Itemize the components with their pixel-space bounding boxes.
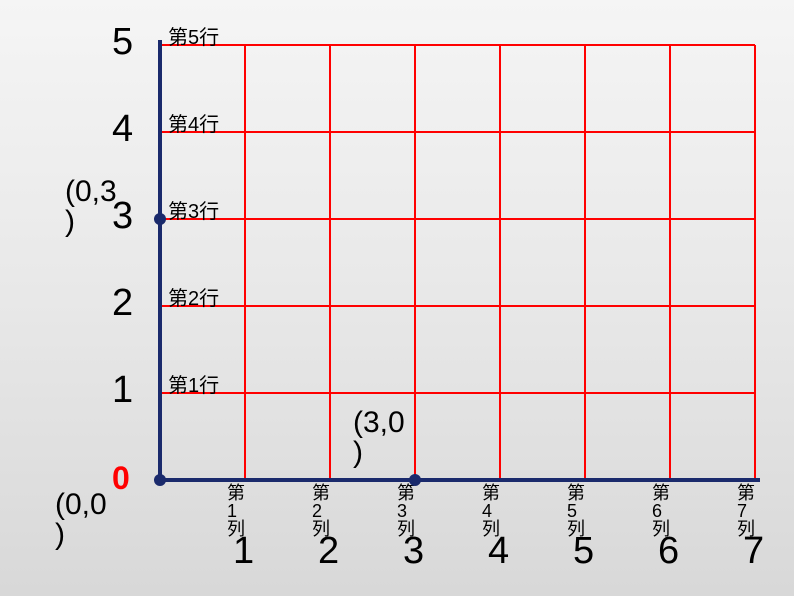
row-label: 第4行 [168, 108, 219, 137]
y-axis [158, 40, 162, 480]
row-label: 第2行 [168, 282, 219, 311]
grid-vline [414, 45, 416, 480]
col-label: 第2列 [312, 484, 330, 538]
col-label: 第6列 [652, 484, 670, 538]
origin-tick-label: 0 [112, 460, 130, 497]
label-0-3: (0,3) [65, 177, 117, 237]
point-3-0 [409, 474, 421, 486]
label-3-0: (3,0) [353, 408, 405, 468]
y-tick-label: 1 [112, 369, 133, 412]
y-tick-label: 2 [112, 282, 133, 325]
row-label: 第5行 [168, 21, 219, 50]
col-label: 第7列 [737, 484, 755, 538]
grid-hline [160, 131, 755, 133]
col-label: 第5列 [567, 484, 585, 538]
grid-vline [499, 45, 501, 480]
grid-vline [669, 45, 671, 480]
grid-hline [160, 218, 755, 220]
y-tick-label: 4 [112, 108, 133, 151]
row-label: 第1行 [168, 369, 219, 398]
col-label: 第1列 [227, 484, 245, 538]
label-0-0: (0,0) [55, 490, 107, 550]
grid-vline [329, 45, 331, 480]
grid-vline [244, 45, 246, 480]
grid-hline [160, 44, 755, 46]
col-label: 第3列 [397, 484, 415, 538]
point-0-0 [154, 474, 166, 486]
grid-vline [754, 45, 756, 480]
row-label: 第3行 [168, 195, 219, 224]
point-0-3 [154, 213, 166, 225]
grid-hline [160, 392, 755, 394]
grid-vline [584, 45, 586, 480]
grid-hline [160, 305, 755, 307]
col-label: 第4列 [482, 484, 500, 538]
x-axis [160, 478, 760, 482]
y-tick-label: 5 [112, 21, 133, 64]
